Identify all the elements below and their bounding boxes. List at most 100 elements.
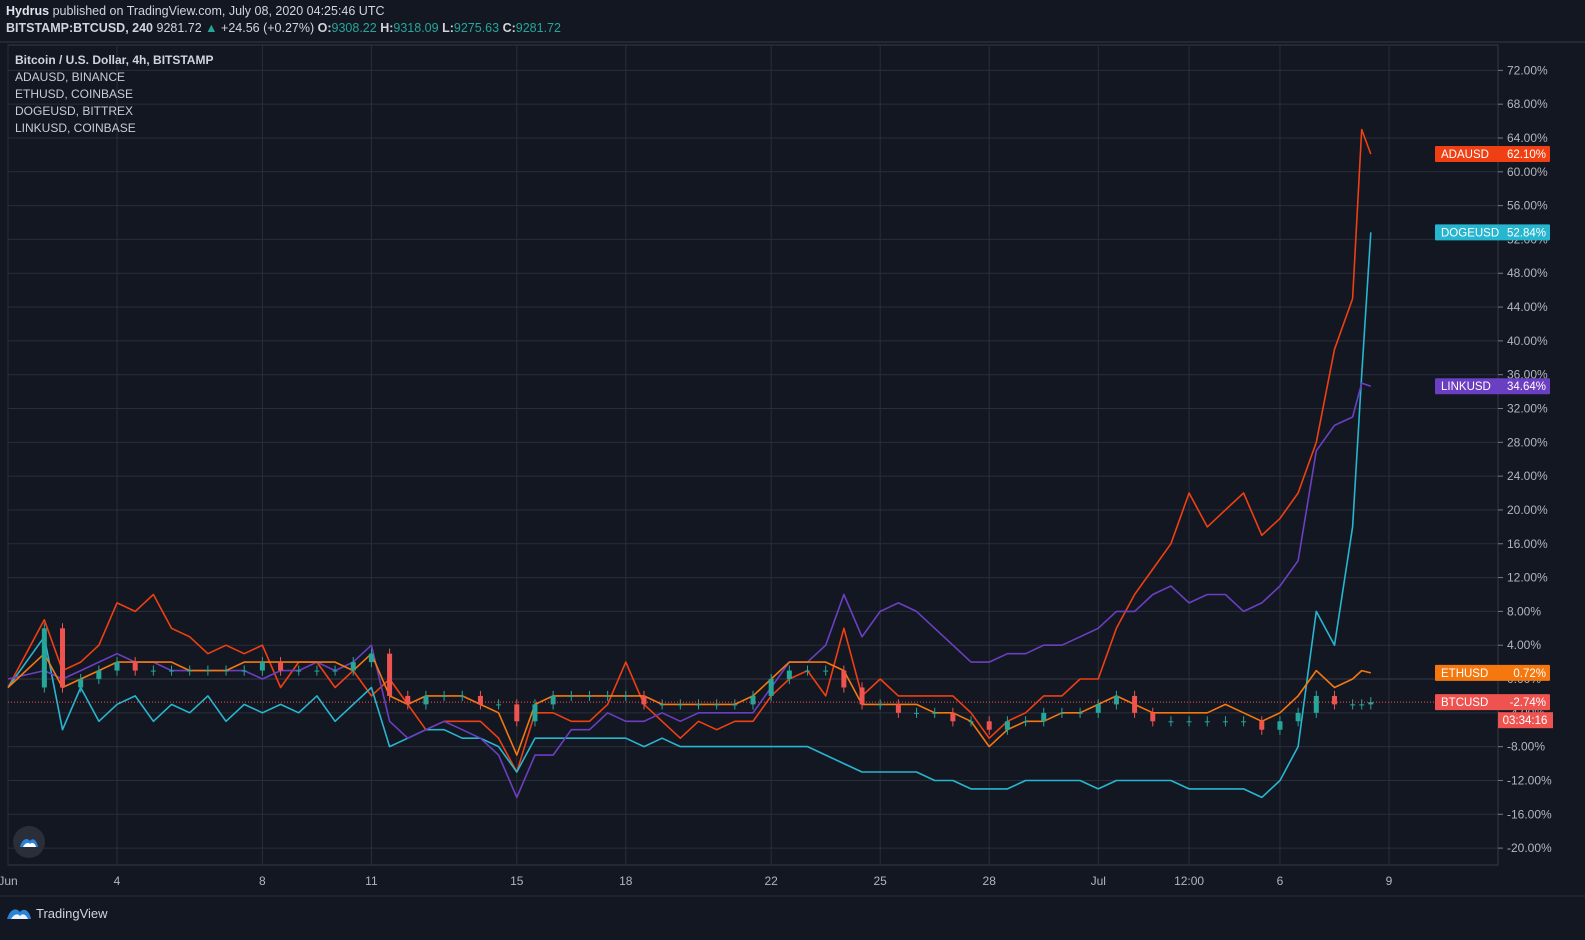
btcusd-candle	[841, 670, 847, 688]
btcusd-candle	[332, 670, 338, 672]
btcusd-candle	[1241, 721, 1247, 723]
chart-legend: Bitcoin / U.S. Dollar, 4h, BITSTAMP ADAU…	[15, 52, 213, 137]
author-name[interactable]: Hydrus	[6, 4, 50, 18]
footer-brand-label: TradingView	[36, 905, 108, 921]
adausd-price-label[interactable]	[1435, 146, 1550, 163]
btcusd-candle	[1359, 704, 1365, 706]
low-label: L:	[442, 21, 454, 35]
btcusd-candle	[1077, 712, 1083, 714]
btcusd-candle	[641, 695, 647, 705]
btcusd-candle	[768, 679, 774, 696]
footer-brand[interactable]: TradingView	[6, 903, 108, 923]
btcusd-candle	[441, 695, 447, 697]
last-price: 9281.72	[156, 21, 202, 35]
btcusd-candle	[677, 704, 683, 706]
legend-item-dogeusd[interactable]: DOGEUSD, BITTREX	[15, 104, 134, 118]
btcusd-candle	[695, 704, 701, 706]
btcusd-candle	[387, 653, 393, 696]
ethusd-price-label[interactable]	[1435, 664, 1550, 681]
price-labels-layer: 62.10% ADAUSD 52.84% DOGEUSD 34.64% LINKUSD 0.…	[1435, 146, 1553, 729]
btcusd-candle	[932, 712, 938, 714]
btcusd-candle	[296, 670, 302, 672]
btcusd-candle	[586, 695, 592, 697]
btcusd-candle	[1204, 721, 1210, 723]
btcusd-candle	[1222, 721, 1228, 723]
legend-main-symbol[interactable]: Bitcoin / U.S. Dollar, 4h, BITSTAMP	[15, 53, 214, 67]
btcusd-price-label[interactable]	[1435, 694, 1550, 711]
btcusd-candle	[259, 662, 265, 671]
btcusd-candle	[187, 670, 193, 672]
y-tick-label: 68.00%	[1507, 97, 1548, 111]
btcusd-candle	[1186, 721, 1192, 723]
btcusd-candle	[223, 670, 229, 672]
open-label: O:	[317, 21, 332, 35]
legend-item-linkusd[interactable]: LINKUSD, COINBASE	[15, 121, 136, 135]
linkusd-line	[7, 382, 1372, 799]
btcusd-candle	[532, 704, 538, 722]
btcusd-candle	[805, 670, 811, 672]
x-tick-label: 12:00	[1174, 874, 1204, 888]
chart-grid	[0, 41, 1585, 897]
close-label: C:	[502, 21, 516, 35]
dogeusd-price-label[interactable]	[1435, 224, 1550, 241]
btcusd-candle	[1313, 695, 1319, 713]
btcusd-candle	[1150, 712, 1156, 722]
btcusd-candle	[550, 695, 556, 705]
btcusd-candle	[1132, 695, 1138, 713]
x-tick-label: 11	[365, 874, 378, 888]
x-tick-label: Jun	[0, 874, 18, 888]
legend-item-adausd[interactable]: ADAUSD, BINANCE	[15, 70, 126, 84]
btcusd-candle	[368, 653, 374, 663]
btcusd-candle	[241, 670, 247, 672]
x-tick-label: 18	[619, 874, 633, 888]
dogeusd-line	[7, 232, 1372, 799]
y-tick-label: 40.00%	[1507, 334, 1548, 348]
y-tick-label: 48.00%	[1507, 266, 1548, 280]
btcusd-candle	[405, 695, 411, 705]
series-layer	[7, 128, 1498, 799]
publish-text: published on TradingView.com, July 08, 2…	[52, 4, 385, 18]
btcusd-candle	[605, 695, 611, 697]
btcusd-candle	[877, 704, 883, 706]
btcusd-candle	[114, 662, 120, 671]
y-tick-label: 32.00%	[1507, 402, 1548, 416]
legend-item-ethusd[interactable]: ETHUSD, COINBASE	[15, 87, 134, 101]
ethusd-price-label-name: ETHUSD	[1441, 668, 1488, 680]
btcusd-candle	[859, 687, 865, 705]
publish-info: Hydrus published on TradingView.com, Jul…	[6, 4, 384, 18]
btcusd-price-label-text: -2.74%	[1510, 697, 1546, 709]
tradingview-float-logo-icon[interactable]	[13, 826, 45, 858]
adausd-price-label-name: ADAUSD	[1441, 149, 1489, 161]
btcusd-candle	[459, 695, 465, 697]
dogeusd-price-label-name: DOGEUSD	[1441, 227, 1499, 239]
linkusd-price-label-name: LINKUSD	[1441, 381, 1491, 393]
btcusd-countdown: 03:34:16	[1503, 715, 1548, 727]
btcusd-candle	[1004, 721, 1010, 730]
y-tick-label: 4.00%	[1507, 638, 1541, 652]
y-tick-label: 16.00%	[1507, 537, 1548, 551]
chart-axes: 72.00%68.00%64.00%60.00%56.00%52.00%48.0…	[0, 63, 1552, 888]
x-tick-label: 28	[983, 874, 997, 888]
x-tick-label: 22	[764, 874, 778, 888]
y-tick-label: 56.00%	[1507, 199, 1548, 213]
y-tick-label: -16.00%	[1507, 807, 1552, 821]
btcusd-candle	[714, 704, 720, 706]
plot-frame	[7, 44, 1499, 866]
btcusd-price-label-name: BTCUSD	[1441, 697, 1488, 709]
linkusd-price-label[interactable]	[1435, 378, 1550, 395]
y-tick-label: 20.00%	[1507, 503, 1548, 517]
symbol-name: BITSTAMP:BTCUSD, 240	[6, 21, 154, 35]
y-tick-label: -12.00%	[1507, 773, 1552, 787]
btcusd-candle	[1295, 712, 1301, 722]
btcusd-candle	[205, 670, 211, 672]
y-tick-label: 64.00%	[1507, 131, 1548, 145]
btcusd-candle	[514, 704, 520, 722]
btcusd-candle	[496, 704, 502, 706]
btcusd-candle	[150, 670, 156, 672]
high-label: H:	[380, 21, 394, 35]
btcusd-candle	[914, 712, 920, 714]
y-tick-label: 28.00%	[1507, 435, 1548, 449]
btcusd-candle	[477, 695, 483, 705]
y-tick-label: -8.00%	[1507, 740, 1545, 754]
